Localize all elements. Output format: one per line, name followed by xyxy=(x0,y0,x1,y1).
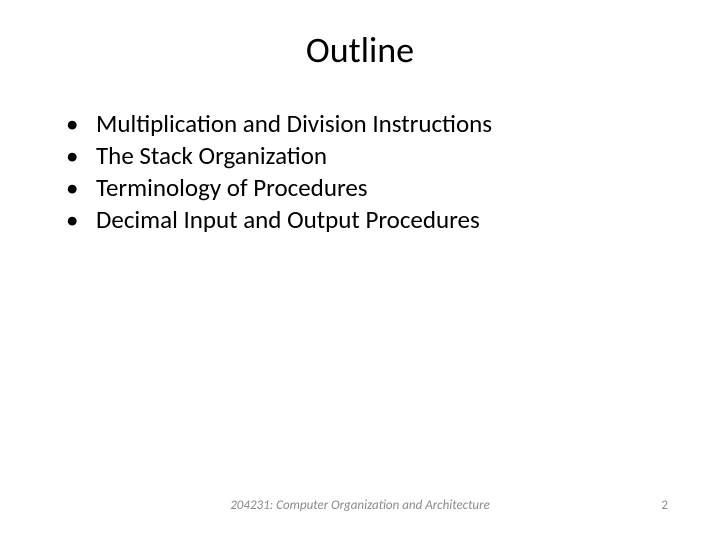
bullet-list: Multiplication and Division Instructions… xyxy=(48,108,672,236)
slide-footer: 204231: Computer Organization and Archit… xyxy=(0,498,720,518)
slide: Outline Multiplication and Division Inst… xyxy=(0,0,720,540)
slide-title: Outline xyxy=(48,28,672,72)
list-item: The Stack Organization xyxy=(66,140,672,172)
page-number: 2 xyxy=(661,498,668,513)
list-item: Multiplication and Division Instructions xyxy=(66,108,672,140)
list-item: Decimal Input and Output Procedures xyxy=(66,204,672,236)
list-item: Terminology of Procedures xyxy=(66,172,672,204)
footer-course-label: 204231: Computer Organization and Archit… xyxy=(230,498,490,513)
